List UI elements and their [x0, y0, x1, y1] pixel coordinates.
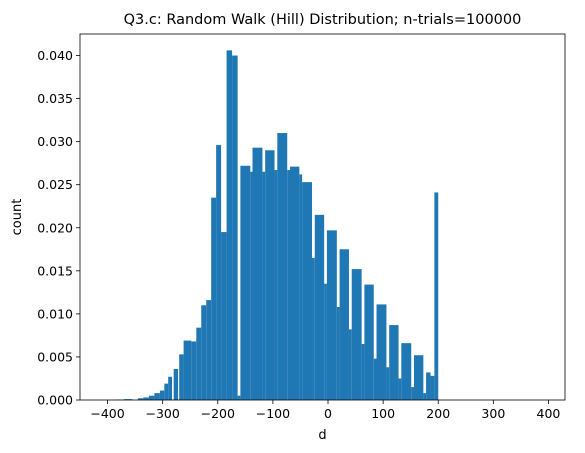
- y-tick-label: 0.005: [37, 349, 73, 364]
- bar-51: [423, 393, 427, 400]
- x-tick-label: −400: [90, 406, 124, 421]
- bar-4: [148, 395, 155, 400]
- bar-28: [277, 133, 288, 401]
- bar-14: [201, 305, 207, 400]
- y-tick-label: 0.040: [37, 48, 73, 63]
- bar-44: [376, 304, 387, 400]
- bar-48: [401, 343, 412, 400]
- x-tick-label: 200: [426, 406, 450, 421]
- bar-3: [143, 397, 149, 400]
- bar-50: [413, 355, 424, 400]
- bar-5: [154, 393, 160, 400]
- x-tick-label: −200: [201, 406, 235, 421]
- bar-33: [312, 257, 315, 400]
- bar-6: [159, 390, 165, 400]
- bar-46: [389, 325, 399, 400]
- y-tick-label: 0.025: [37, 177, 73, 192]
- bar-11: [183, 340, 192, 400]
- bar-35: [324, 283, 327, 400]
- x-tick-label: −100: [256, 406, 290, 421]
- y-tick-label: 0.035: [37, 91, 73, 106]
- bar-9: [173, 368, 179, 400]
- y-axis-label: count: [10, 199, 25, 236]
- y-tick-label: 0.030: [37, 134, 73, 149]
- bar-24: [252, 147, 263, 400]
- bar-34: [314, 214, 325, 400]
- bar-43: [373, 358, 377, 400]
- bar-32: [302, 182, 313, 400]
- y-axis-ticks: 0.000 0.005 0.010 0.015 0.020 0.025 0.030 0.035…: [37, 48, 80, 408]
- bar-30: [289, 166, 300, 400]
- bar-1: [124, 399, 133, 400]
- bar-54: [434, 192, 439, 400]
- bar-2: [137, 398, 144, 400]
- bar-52: [426, 372, 431, 400]
- y-tick-label: 0.020: [37, 220, 73, 235]
- bar-17: [216, 145, 222, 400]
- bar-27: [274, 170, 278, 400]
- bar-40: [351, 269, 362, 400]
- bar-49: [411, 387, 414, 400]
- chart-title: Q3.c: Random Walk (Hill) Distribution; n…: [124, 12, 522, 28]
- x-tick-label: 300: [481, 406, 505, 421]
- bar-37: [336, 306, 340, 400]
- bar-8: [168, 376, 173, 400]
- bar-10: [179, 354, 184, 400]
- bar-53: [430, 375, 435, 400]
- y-tick-label: 0.010: [37, 306, 73, 321]
- x-tick-label: 400: [537, 406, 561, 421]
- y-tick-label: 0.015: [37, 263, 73, 278]
- bar-25: [262, 171, 266, 400]
- bar-12: [191, 341, 197, 400]
- bar-47: [398, 378, 402, 400]
- bar-20: [232, 55, 238, 400]
- bar-13: [196, 327, 202, 400]
- plot-frame: [79, 33, 566, 401]
- x-tick-label: −300: [145, 406, 179, 421]
- bars-group: [115, 50, 439, 401]
- bar-29: [287, 170, 290, 400]
- bar-22: [240, 165, 251, 400]
- bar-36: [326, 230, 337, 400]
- x-tick-label: 100: [371, 406, 395, 421]
- y-tick-label: 0.000: [37, 393, 73, 408]
- bar-45: [386, 367, 390, 400]
- bar-38: [339, 249, 349, 400]
- bar-42: [364, 284, 374, 400]
- x-axis-label: d: [318, 428, 326, 443]
- bar-41: [361, 344, 365, 400]
- bar-26: [265, 150, 275, 400]
- bar-15: [206, 300, 212, 400]
- bar-7: [164, 383, 169, 400]
- x-axis-ticks: −400 −300 −200 −100 0 100 200 300 400: [90, 400, 560, 421]
- bar-16: [211, 197, 217, 400]
- bar-18: [221, 232, 227, 400]
- bar-21: [237, 395, 241, 400]
- bar-31: [299, 174, 303, 400]
- bar-19: [226, 50, 233, 400]
- bar-23: [250, 171, 253, 400]
- x-tick-label: 0: [324, 406, 332, 421]
- bar-39: [348, 329, 352, 400]
